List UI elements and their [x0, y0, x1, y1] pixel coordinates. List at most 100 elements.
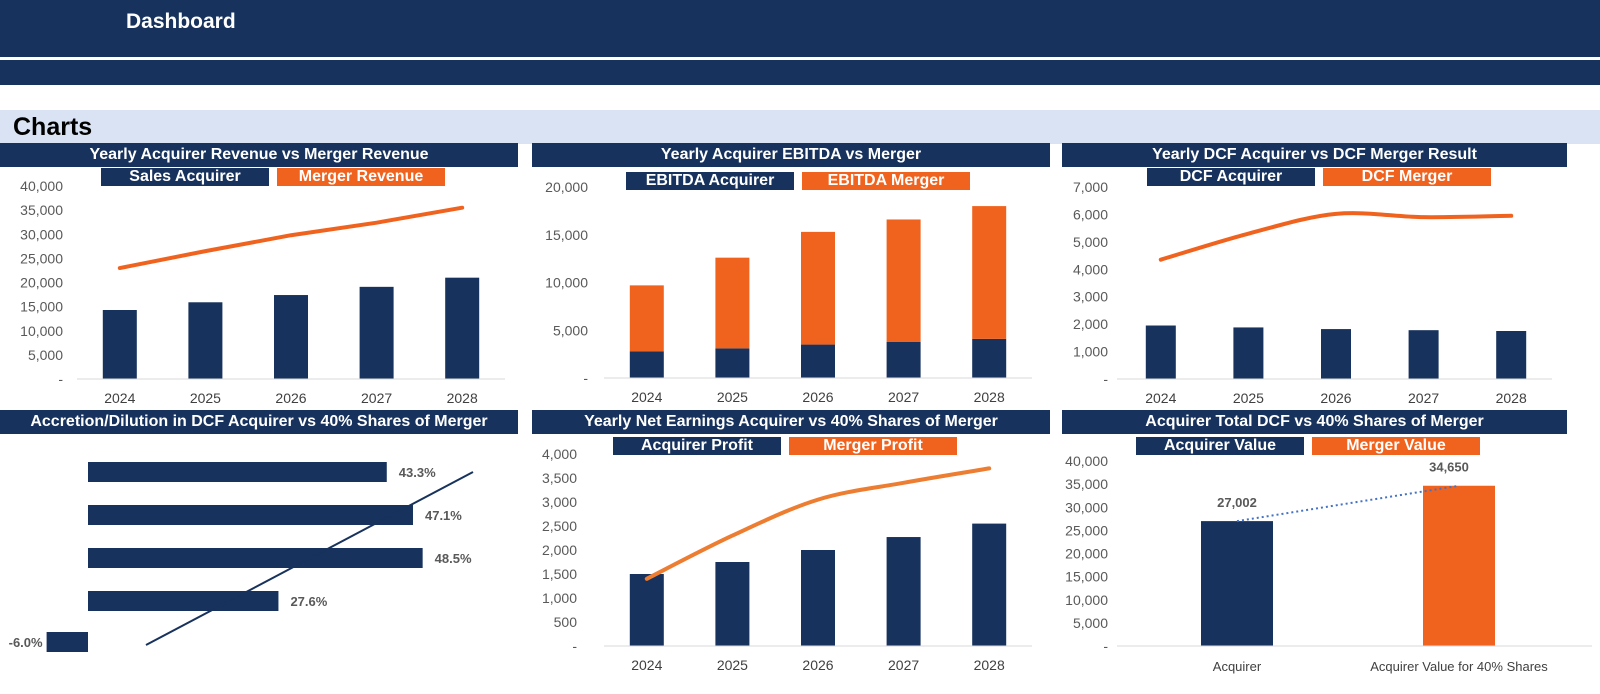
y-tick-label: 15,000	[545, 227, 588, 243]
dcf-chart-plot: - 1,000 2,000 3,000 4,000 5,000 6,000 7,000 2024…	[1073, 179, 1552, 406]
x-tick-label: 2026	[802, 657, 833, 673]
x-tick-label: 2028	[974, 389, 1005, 405]
legend-sales-acquirer: Sales Acquirer	[101, 168, 269, 186]
y-tick-label: 15,000	[20, 299, 63, 315]
y-tick-label: 15,000	[1065, 569, 1108, 585]
accretion-chart-plot: 43.3% 47.1% 48.5% 27.6% -6.0%	[9, 462, 474, 652]
bar-value-label: 27,002	[1217, 495, 1257, 510]
x-tick-label: 2025	[717, 657, 748, 673]
x-tick-label: 2024	[1145, 390, 1176, 406]
x-tick-label: 2027	[361, 390, 392, 406]
earnings-chart-plot: - 500 1,000 1,500 2,000 2,500 3,000 3,500 4,000 2…	[542, 446, 1032, 673]
y-tick-label: 3,000	[542, 494, 577, 510]
total-dcf-chart-plot: - 5,000 10,000 15,000 20,000 25,000 30,000 35,0…	[1065, 453, 1592, 674]
x-tick-label: 2025	[190, 390, 221, 406]
y-tick-label: -	[1103, 638, 1108, 654]
bar-ebitda-acquirer	[972, 338, 1007, 378]
bar-value-label: 43.3%	[399, 465, 436, 480]
bar-ebitda-merger	[886, 219, 921, 342]
x-tick-label: 2025	[1233, 390, 1264, 406]
y-tick-label: 20,000	[20, 275, 63, 291]
y-tick-label: 35,000	[20, 202, 63, 218]
accretion-bar	[88, 548, 423, 568]
bar-sales-acquirer	[274, 295, 308, 379]
bar-ebitda-acquirer	[801, 344, 835, 378]
legend-dcf-acquirer: DCF Acquirer	[1147, 168, 1315, 186]
y-tick-label: 10,000	[20, 323, 63, 339]
bar-value-label: 48.5%	[435, 551, 472, 566]
bar-ebitda-merger	[629, 285, 664, 352]
y-tick-label: 2,000	[542, 542, 577, 558]
y-tick-label: 30,000	[20, 226, 63, 242]
y-tick-label: 10,000	[545, 275, 588, 291]
legend-acquirer-value: Acquirer Value	[1136, 437, 1304, 455]
y-tick-label: 25,000	[20, 250, 63, 266]
y-tick-label: 2,500	[542, 518, 577, 534]
line-merger-revenue	[117, 205, 465, 271]
bar-sales-acquirer	[102, 310, 137, 379]
bar-acquirer-profit	[886, 537, 921, 646]
chart-title: Accretion/Dilution in DCF Acquirer vs 40…	[0, 410, 518, 434]
ebitda-chart-panel: Yearly Acquirer EBITDA vs Merger EBITDA …	[532, 143, 1052, 405]
y-tick-label: 1,000	[1073, 344, 1108, 360]
y-tick-label: 25,000	[1065, 522, 1108, 538]
dashboard-title: Dashboard	[126, 10, 236, 33]
legend-merger-revenue: Merger Revenue	[277, 168, 445, 186]
accretion-bar	[88, 591, 279, 611]
legend-acquirer-profit: Acquirer Profit	[613, 437, 781, 455]
bar-merger-value	[1423, 485, 1495, 646]
bar-sales-acquirer	[188, 302, 223, 379]
y-tick-label: 500	[554, 614, 578, 630]
x-tick-label: Acquirer	[1213, 659, 1262, 674]
x-tick-label: 2026	[1320, 390, 1351, 406]
bar-acquirer-profit	[801, 550, 835, 646]
bar-value-label: -6.0%	[9, 635, 43, 650]
bar-ebitda-acquirer	[886, 341, 921, 378]
bar-value-label: 34,650	[1429, 460, 1469, 475]
bar-ebitda-acquirer	[715, 348, 750, 378]
bar-dcf-acquirer	[1408, 330, 1439, 379]
trend-line	[145, 471, 474, 646]
y-tick-label: 20,000	[545, 179, 588, 195]
y-tick-label: 5,000	[28, 347, 63, 363]
bar-ebitda-acquirer	[629, 351, 664, 378]
x-tick-label: 2026	[275, 390, 306, 406]
bar-dcf-acquirer	[1145, 325, 1176, 379]
chart-title: Yearly Acquirer Revenue vs Merger Revenu…	[0, 143, 518, 167]
line-dcf-merger	[1158, 211, 1514, 262]
x-tick-label: 2026	[802, 389, 833, 405]
y-tick-label: -	[1103, 371, 1108, 387]
chart-title: Yearly Acquirer EBITDA vs Merger	[532, 143, 1050, 167]
y-tick-label: 5,000	[1073, 234, 1108, 250]
x-tick-label: 2025	[717, 389, 748, 405]
earnings-chart-panel: Yearly Net Earnings Acquirer vs 40% Shar…	[532, 410, 1052, 694]
top-banner: Dashboard	[0, 0, 1600, 57]
total-dcf-chart-panel: Acquirer Total DCF vs 40% Shares of Merg…	[1062, 410, 1600, 694]
revenue-chart-plot: - 5,000 10,000 15,000 20,000 25,000 30,000 35,0…	[20, 178, 505, 406]
x-tick-label: 2024	[631, 657, 662, 673]
x-tick-label: Acquirer Value for 40% Shares	[1370, 659, 1548, 674]
accretion-chart-panel: Accretion/Dilution in DCF Acquirer vs 40…	[0, 410, 520, 694]
legend-dcf-merger: DCF Merger	[1323, 168, 1491, 186]
bar-acquirer-value	[1201, 521, 1273, 646]
y-tick-label: 3,500	[542, 470, 577, 486]
y-tick-label: 5,000	[553, 322, 588, 338]
y-tick-label: -	[583, 370, 588, 386]
y-tick-label: 20,000	[1065, 546, 1108, 562]
legend-ebitda-merger: EBITDA Merger	[802, 172, 970, 190]
x-tick-label: 2024	[631, 389, 662, 405]
line-merger-profit	[644, 466, 992, 581]
y-tick-label: 30,000	[1065, 499, 1108, 515]
bar-dcf-acquirer	[1321, 329, 1351, 379]
bar-acquirer-profit	[629, 574, 664, 646]
chart-title: Yearly Net Earnings Acquirer vs 40% Shar…	[532, 410, 1050, 434]
chart-title: Acquirer Total DCF vs 40% Shares of Merg…	[1062, 410, 1567, 434]
ebitda-chart-plot: - 5,000 10,000 15,000 20,000 2024 2025 2026 2027…	[545, 179, 1032, 405]
bar-acquirer-profit	[715, 562, 750, 646]
x-tick-label: 2028	[1496, 390, 1527, 406]
y-tick-label: 7,000	[1073, 179, 1108, 195]
dcf-chart-panel: Yearly DCF Acquirer vs DCF Merger Result…	[1062, 143, 1600, 406]
y-tick-label: 5,000	[1073, 615, 1108, 631]
x-tick-label: 2027	[888, 657, 919, 673]
x-tick-label: 2027	[888, 389, 919, 405]
